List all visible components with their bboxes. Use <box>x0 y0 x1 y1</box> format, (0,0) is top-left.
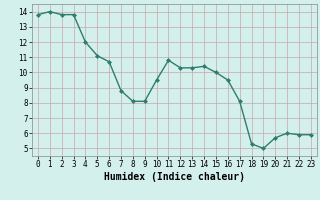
X-axis label: Humidex (Indice chaleur): Humidex (Indice chaleur) <box>104 172 245 182</box>
